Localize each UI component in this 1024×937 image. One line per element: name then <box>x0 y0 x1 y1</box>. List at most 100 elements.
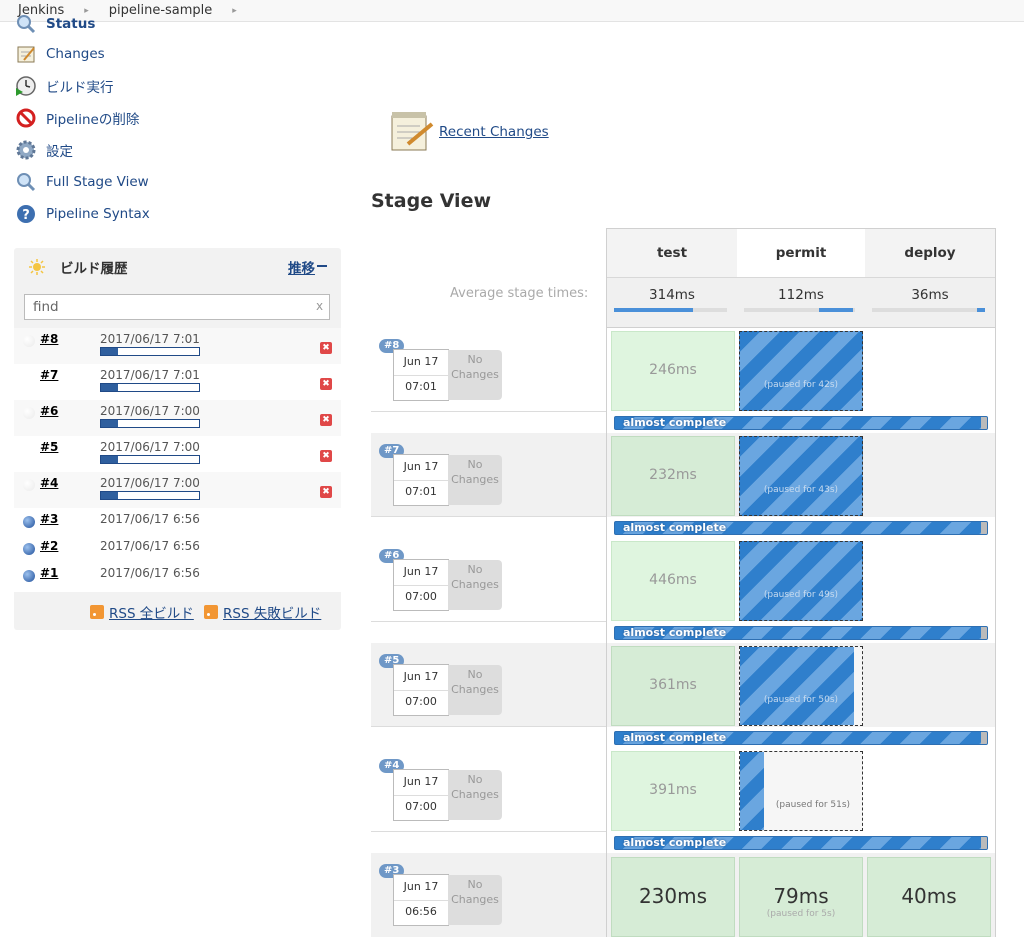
rss-failed-label[interactable]: RSS 失敗ビルド <box>223 606 322 622</box>
task-build-now[interactable]: ビルド実行 <box>14 74 114 98</box>
progress-label: almost complete <box>623 731 727 744</box>
run-progress-bar: almost complete <box>614 626 988 640</box>
task-label[interactable]: 設定 <box>46 144 73 160</box>
task-delete-pipeline[interactable]: Pipelineの削除 <box>14 106 139 130</box>
stage-duration: 246ms <box>649 362 697 378</box>
build-number-link[interactable]: #4 <box>40 476 59 490</box>
build-date[interactable]: 2017/06/17 7:00 <box>100 440 200 454</box>
cancel-build-icon[interactable]: ✖ <box>320 378 332 390</box>
build-date[interactable]: 2017/06/17 7:01 <box>100 368 200 382</box>
build-date[interactable]: 2017/06/17 6:56 <box>100 512 200 526</box>
run-progress-bar: almost complete <box>614 416 988 430</box>
task-pipeline-syntax[interactable]: ? Pipeline Syntax <box>14 202 150 226</box>
build-number-link[interactable]: #7 <box>40 368 59 382</box>
stage-cell-permit[interactable]: (paused for 49s) <box>739 541 863 621</box>
run-datetime[interactable]: Jun 17 07:01 <box>393 454 449 506</box>
build-row: #7 2017/06/17 7:01 ✖ <box>14 364 341 400</box>
cancel-build-icon[interactable]: ✖ <box>320 450 332 462</box>
status-ball-icon <box>23 407 35 419</box>
stage-cell-permit[interactable]: (paused for 42s) <box>739 331 863 411</box>
build-history-panel: ビルド履歴 推移 find x #8 2017/06/17 7:01 ✖ #7 … <box>14 248 341 630</box>
rss-failed-link[interactable]: RSS 失敗ビルド <box>204 602 321 622</box>
build-number-link[interactable]: #3 <box>40 512 59 526</box>
stage-cell-permit[interactable]: (paused for 50s) <box>739 646 863 726</box>
breadcrumb: Jenkins ▸ pipeline-sample ▸ <box>0 0 1024 22</box>
stage-cell-test[interactable]: 361ms <box>611 646 735 726</box>
task-status[interactable]: Status <box>14 12 95 36</box>
stage-cell-test[interactable]: 230ms <box>611 857 735 937</box>
build-search-input[interactable]: find <box>24 294 330 320</box>
build-number-link[interactable]: #2 <box>40 539 59 553</box>
build-row: #2 2017/06/17 6:56 <box>14 535 341 562</box>
avg-time-value: 36ms <box>911 287 949 303</box>
stage-cell-permit[interactable]: 79ms (paused for 5s) <box>739 857 863 937</box>
build-date[interactable]: 2017/06/17 6:56 <box>100 539 200 553</box>
build-progress-bar <box>100 491 200 500</box>
row-divider <box>371 621 606 622</box>
progress-label: almost complete <box>623 521 727 534</box>
build-number-link[interactable]: #6 <box>40 404 59 418</box>
run-datetime[interactable]: Jun 17 06:56 <box>393 874 449 926</box>
build-date[interactable]: 2017/06/17 7:01 <box>100 332 200 346</box>
task-changes[interactable]: Changes <box>14 42 105 66</box>
clear-search-icon[interactable]: x <box>316 299 324 313</box>
run-time: 07:00 <box>405 695 437 708</box>
build-number-link[interactable]: #5 <box>40 440 59 454</box>
build-number-link[interactable]: #1 <box>40 566 59 580</box>
run-progress-bar: almost complete <box>614 836 988 850</box>
task-label[interactable]: Full Stage View <box>46 174 149 190</box>
build-date[interactable]: 2017/06/17 7:00 <box>100 404 200 418</box>
recent-changes-link[interactable]: Recent Changes <box>439 124 549 140</box>
stage-cell-permit[interactable]: (paused for 51s) <box>739 751 863 831</box>
collapse-icon[interactable] <box>317 265 327 267</box>
task-full-stage-view[interactable]: Full Stage View <box>14 170 149 194</box>
status-ball-icon <box>23 335 35 347</box>
chevron-right-icon[interactable]: ▸ <box>232 5 237 16</box>
task-configure[interactable]: 設定 <box>14 138 73 162</box>
stage-cell-test[interactable]: 391ms <box>611 751 735 831</box>
task-label[interactable]: Changes <box>46 46 105 62</box>
breadcrumb-pipeline[interactable]: pipeline-sample <box>108 3 213 18</box>
stage-cell-test[interactable]: 246ms <box>611 331 735 411</box>
cancel-build-icon[interactable]: ✖ <box>320 414 332 426</box>
status-ball-blue-icon <box>23 570 35 582</box>
task-label[interactable]: Pipelineの削除 <box>46 112 140 128</box>
row-divider <box>371 516 606 517</box>
run-time: 07:00 <box>405 590 437 603</box>
avg-time-value: 112ms <box>778 287 824 303</box>
run-datetime[interactable]: Jun 17 07:01 <box>393 349 449 401</box>
build-number-link[interactable]: #8 <box>40 332 59 346</box>
task-label[interactable]: ビルド実行 <box>46 80 114 96</box>
stage-header-permit: permit <box>737 229 865 277</box>
row-divider <box>371 831 606 832</box>
rss-all-label[interactable]: RSS 全ビルド <box>109 606 194 622</box>
breadcrumb-jenkins[interactable]: Jenkins <box>18 3 65 18</box>
task-label[interactable]: Status <box>46 16 96 32</box>
avg-time-permit: 112ms <box>737 277 865 327</box>
run-datetime[interactable]: Jun 17 07:00 <box>393 664 449 716</box>
paused-text: (paused for 51s) <box>775 800 851 810</box>
run-date: Jun 17 <box>403 355 439 368</box>
cancel-build-icon[interactable]: ✖ <box>320 486 332 498</box>
rss-all-link[interactable]: RSS 全ビルド <box>90 602 194 622</box>
cancel-build-icon[interactable]: ✖ <box>320 342 332 354</box>
build-progress-bar <box>100 419 200 428</box>
build-date[interactable]: 2017/06/17 7:00 <box>100 476 200 490</box>
run-datetime[interactable]: Jun 17 07:00 <box>393 769 449 821</box>
stage-duration: 361ms <box>649 677 697 693</box>
stage-duration: 230ms <box>638 884 708 908</box>
task-label[interactable]: Pipeline Syntax <box>46 206 150 222</box>
run-datetime[interactable]: Jun 17 07:00 <box>393 559 449 611</box>
chevron-right-icon[interactable]: ▸ <box>84 5 89 16</box>
build-history-title: ビルド履歴 <box>60 261 128 277</box>
run-date: Jun 17 <box>403 460 439 473</box>
stage-cell-test[interactable]: 446ms <box>611 541 735 621</box>
trend-link[interactable]: 推移 <box>288 261 315 277</box>
build-date[interactable]: 2017/06/17 6:56 <box>100 566 200 580</box>
stage-cell-permit[interactable]: (paused for 43s) <box>739 436 863 516</box>
build-progress-bar <box>100 455 200 464</box>
build-row: #5 2017/06/17 7:00 ✖ <box>14 436 341 472</box>
stage-cell-deploy[interactable]: 40ms <box>867 857 991 937</box>
stage-cell-test[interactable]: 232ms <box>611 436 735 516</box>
stage-header-test: test <box>607 229 737 277</box>
